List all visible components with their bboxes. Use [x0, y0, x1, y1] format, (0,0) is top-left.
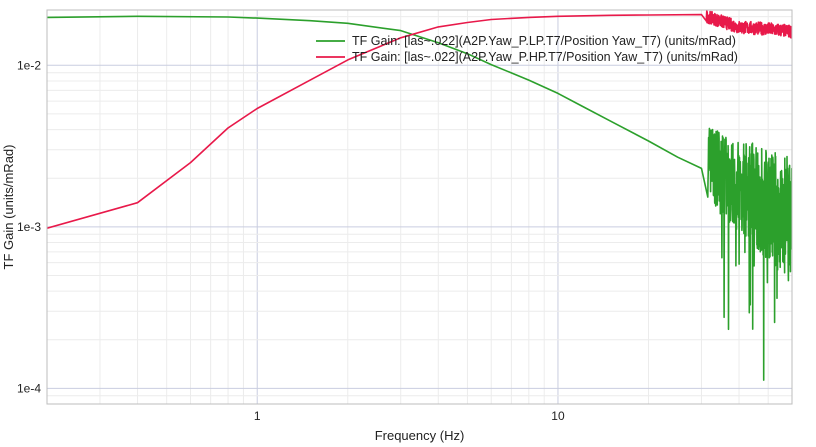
legend-label-hp: TF Gain: [las~.022](A2P.Yaw_P.HP.T7/Posi… [352, 50, 738, 64]
y-axis: 1e-4 1e-3 1e-2 [17, 58, 41, 395]
legend: TF Gain: [las~.022](A2P.Yaw_P.LP.T7/Posi… [316, 34, 738, 64]
series-line-hp [47, 10, 792, 229]
y-tick-label: 1e-2 [17, 58, 41, 72]
x-tick-label: 1 [254, 409, 261, 423]
series-line-lp [47, 15, 792, 381]
x-axis-label: Frequency (Hz) [375, 428, 465, 443]
x-axis: 1 10 [254, 409, 565, 423]
grid [46, 10, 793, 405]
y-tick-label: 1e-4 [17, 381, 41, 395]
x-tick-label: 10 [551, 409, 565, 423]
y-axis-label: TF Gain (units/mRad) [1, 145, 16, 270]
legend-label-lp: TF Gain: [las~.022](A2P.Yaw_P.LP.T7/Posi… [352, 34, 736, 48]
plot-frame [46, 9, 793, 405]
y-tick-label: 1e-3 [17, 220, 41, 234]
